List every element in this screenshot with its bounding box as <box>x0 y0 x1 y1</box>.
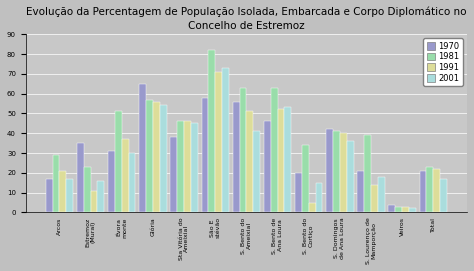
Bar <box>139 84 146 212</box>
Bar <box>201 98 209 212</box>
Bar <box>402 207 409 212</box>
Bar <box>277 109 284 212</box>
Bar <box>98 181 104 212</box>
Bar <box>215 72 222 212</box>
Bar <box>264 121 271 212</box>
Bar <box>389 205 395 212</box>
Bar <box>146 99 153 212</box>
Bar <box>326 129 333 212</box>
Bar <box>364 135 371 212</box>
Bar <box>239 88 246 212</box>
Bar <box>77 143 84 212</box>
Bar <box>66 179 73 212</box>
Legend: 1970, 1981, 1991, 2001: 1970, 1981, 1991, 2001 <box>423 38 463 86</box>
Bar <box>378 177 385 212</box>
Bar <box>53 155 59 212</box>
Bar <box>340 133 346 212</box>
Bar <box>427 167 433 212</box>
Bar <box>222 68 229 212</box>
Bar <box>160 105 166 212</box>
Bar <box>108 151 115 212</box>
Bar <box>333 131 340 212</box>
Bar <box>295 173 302 212</box>
Bar <box>170 137 177 212</box>
Bar <box>122 139 128 212</box>
Bar <box>209 50 215 212</box>
Bar <box>191 123 198 212</box>
Bar <box>246 111 253 212</box>
Bar <box>395 207 402 212</box>
Bar <box>419 171 427 212</box>
Bar <box>91 191 98 212</box>
Bar <box>309 202 316 212</box>
Bar <box>409 208 416 212</box>
Title: Evolução da Percentagem de População Isolada, Embarcada e Corpo Diplomático no
C: Evolução da Percentagem de População Iso… <box>26 7 466 31</box>
Bar <box>440 179 447 212</box>
Bar <box>433 169 440 212</box>
Bar <box>46 179 53 212</box>
Bar <box>177 121 184 212</box>
Bar <box>84 167 91 212</box>
Bar <box>302 145 309 212</box>
Bar <box>357 171 364 212</box>
Bar <box>253 131 260 212</box>
Bar <box>284 108 291 212</box>
Bar <box>128 153 136 212</box>
Bar <box>184 121 191 212</box>
Bar <box>371 185 378 212</box>
Bar <box>316 183 322 212</box>
Bar <box>271 88 277 212</box>
Bar <box>233 102 239 212</box>
Bar <box>153 102 160 212</box>
Bar <box>346 141 354 212</box>
Bar <box>115 111 122 212</box>
Bar <box>59 171 66 212</box>
